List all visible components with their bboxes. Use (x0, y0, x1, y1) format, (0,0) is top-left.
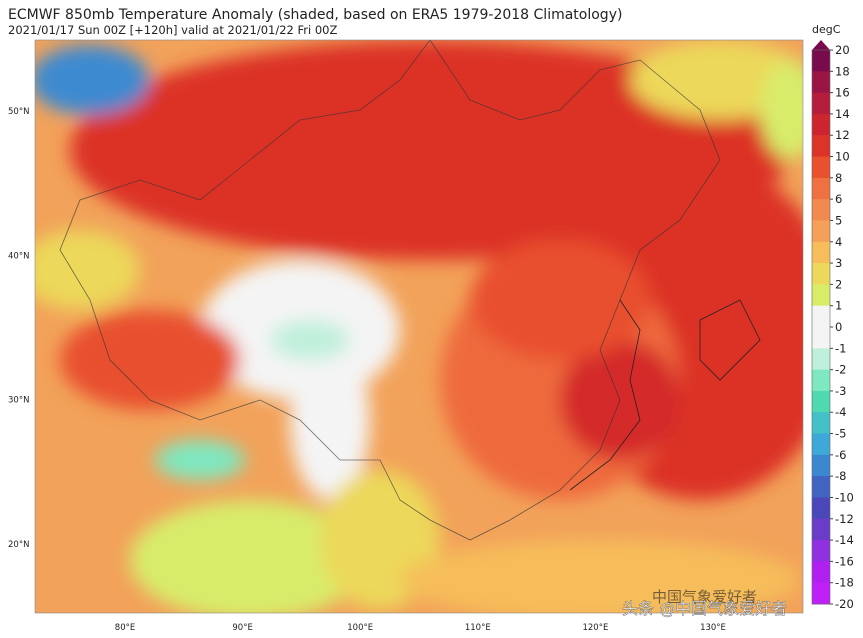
colorbar-label: -6 (835, 448, 846, 462)
colorbar-swatch (812, 241, 830, 264)
lat-label: 20°N (8, 540, 29, 550)
watermark-faded: 中国气象爱好者 (652, 588, 757, 606)
colorbar-swatch (812, 284, 830, 307)
colorbar-label: -10 (835, 490, 854, 504)
colorbar-swatch (812, 135, 830, 158)
colorbar-swatch (812, 582, 830, 605)
lon-label: 80°E (115, 623, 135, 633)
colorbar-swatch (812, 263, 830, 285)
colorbar-label: -12 (835, 512, 854, 526)
colorbar-swatch (812, 561, 830, 584)
axis-labels: 50°N 40°N 30°N 20°N 80°E 90°E 100°E 110°E 120°E 1… (8, 107, 726, 633)
watermark: 头条 @中国气象爱好者 (622, 599, 787, 618)
colorbar-label: 18 (835, 64, 850, 78)
colorbar-label: 4 (835, 235, 842, 249)
colorbar-label: 1 (835, 299, 842, 313)
lon-label: 100°E (347, 623, 373, 633)
colorbar-swatch (812, 497, 830, 520)
colorbar-swatch (812, 177, 830, 200)
colorbar-swatch (812, 71, 830, 94)
colorbar-label: -4 (835, 405, 846, 419)
colorbar-label: 6 (835, 192, 842, 206)
colorbar-label: 16 (835, 86, 850, 100)
colorbar-swatch (812, 412, 830, 435)
colorbar-swatch (812, 113, 830, 136)
colorbar-swatch (812, 476, 830, 498)
colorbar-swatch (812, 369, 830, 392)
colorbar-swatch (812, 327, 830, 349)
colorbar-swatch (812, 50, 830, 72)
colorbar-label: -5 (835, 427, 846, 441)
colorbar-swatch (812, 92, 830, 115)
colorbar-unit: degC (812, 23, 841, 36)
colorbar-label: -18 (835, 576, 854, 590)
colorbar-label: -8 (835, 469, 846, 483)
lon-label: 90°E (232, 623, 252, 633)
title: ECMWF 850mb Temperature Anomaly (shaded,… (8, 7, 622, 23)
colorbar-swatch (812, 220, 830, 243)
lon-label: 120°E (582, 623, 608, 633)
colorbar-label: -14 (835, 533, 854, 547)
subtitle: 2021/01/17 Sun 00Z [+120h] valid at 2021… (8, 23, 337, 37)
colorbar-label: -1 (835, 341, 846, 355)
colorbar-label: -16 (835, 554, 854, 568)
colorbar-label: 12 (835, 128, 850, 142)
lat-label: 50°N (8, 107, 29, 117)
anomaly-map (35, 40, 803, 613)
map-frame (34, 39, 804, 614)
colorbar-swatch (812, 540, 830, 562)
colorbar-extend (812, 40, 830, 50)
colorbar-swatch (812, 454, 830, 477)
colorbar: 20181614121086543210-1-2-3-4-5-6-8-10-12… (811, 40, 854, 611)
colorbar-label: -2 (835, 363, 846, 377)
colorbar-swatch (812, 348, 830, 371)
colorbar-label: 14 (835, 107, 850, 121)
lon-label: 130°E (700, 623, 726, 633)
colorbar-label: 2 (835, 277, 842, 291)
colorbar-swatch (812, 518, 830, 541)
colorbar-label: 0 (835, 320, 842, 334)
colorbar-swatch (812, 305, 830, 328)
colorbar-label: -20 (835, 597, 854, 611)
colorbar-swatch (812, 390, 830, 413)
colorbar-label: 20 (835, 43, 850, 57)
colorbar-swatch (812, 156, 830, 179)
lat-label: 30°N (8, 396, 29, 406)
lat-label: 40°N (8, 251, 29, 261)
colorbar-label: 3 (835, 256, 842, 270)
colorbar-swatch (812, 433, 830, 456)
colorbar-label: 10 (835, 150, 850, 164)
lon-label: 110°E (465, 623, 491, 633)
colorbar-label: 8 (835, 171, 842, 185)
colorbar-label: -3 (835, 384, 846, 398)
colorbar-swatch (812, 199, 830, 221)
colorbar-label: 5 (835, 213, 842, 227)
